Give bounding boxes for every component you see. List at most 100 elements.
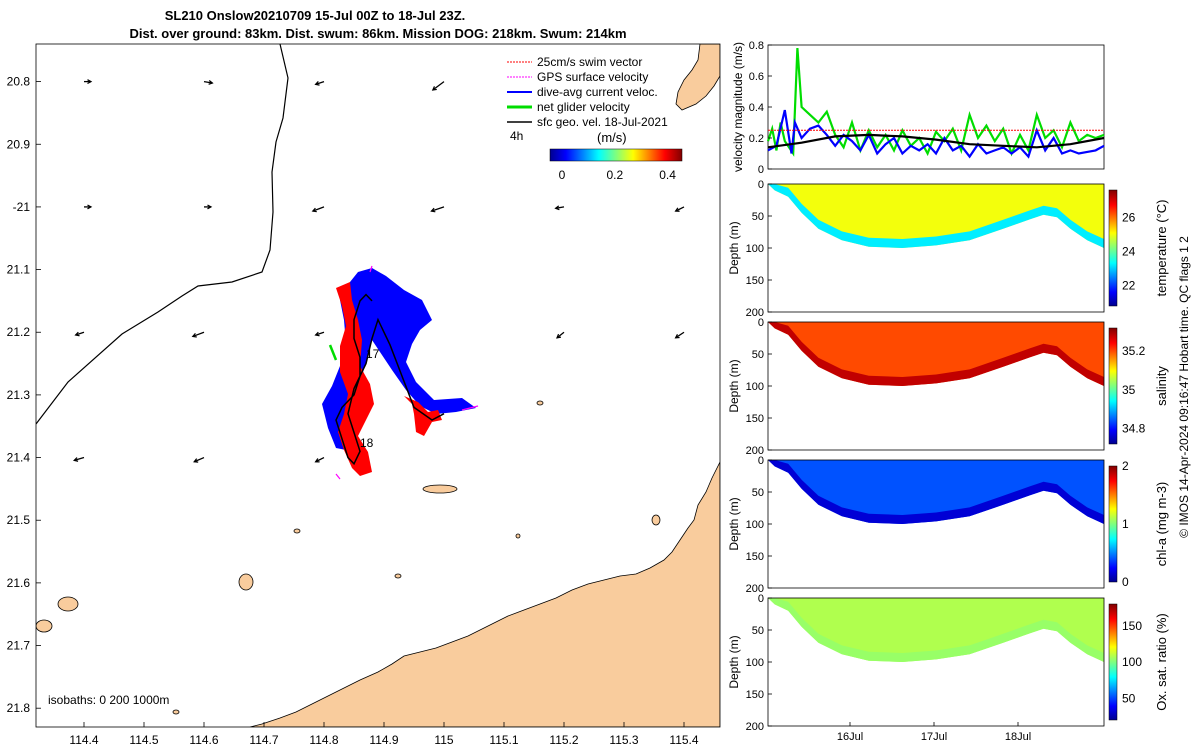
map-legend: 25cm/s swim vector GPS surface velocity … <box>507 55 683 182</box>
velocity-series <box>766 48 1105 159</box>
map-x-tick-label: 115.1 <box>489 733 518 747</box>
section-panel-salinity: 0 50 100 150 200 Depth (m) 34.8 35 35.2 salinity <box>727 317 1169 457</box>
sfc-geo-arrowhead <box>314 331 320 337</box>
map-y-tick-label: 21.8 <box>7 701 31 715</box>
sfc-geo-arrowhead <box>87 204 93 210</box>
section-y-tick-label: 50 <box>752 625 764 637</box>
land-mainland <box>249 461 720 727</box>
sfc-geo-arrow <box>312 206 325 212</box>
map-frame <box>35 43 721 728</box>
velocity-series-line-0 <box>766 48 1105 157</box>
section-colorbar-tick-label: 1 <box>1122 517 1129 531</box>
footer-credit: © IMOS 14-Apr-2024 09:16:47 Hobart time.… <box>1177 236 1191 538</box>
legend-timestep-label: 4h <box>510 129 523 143</box>
section-colorbar-tick-label: 2 <box>1122 459 1129 473</box>
sfc-geo-arrowhead <box>430 207 436 213</box>
section-y-tick-label: 100 <box>746 243 764 255</box>
section-colorbar-tick-label: 0 <box>1122 575 1129 589</box>
section-ylabel-temperature: Depth (m) <box>727 221 741 274</box>
glider-track-layer: 17 18 <box>322 265 479 480</box>
day-label-18: 18 <box>360 436 374 450</box>
legend-swim-label: 25cm/s swim vector <box>537 55 642 69</box>
sfc-geo-arrow <box>556 331 565 339</box>
section-y-tick-label: 100 <box>746 657 764 669</box>
section-colorbar-tick-label: 100 <box>1122 655 1142 669</box>
section-deep-band-chl-a <box>768 460 1104 524</box>
isobath-line <box>36 44 289 425</box>
sfc-geo-arrowhead <box>208 80 214 85</box>
colorbar-units-label: (m/s) <box>597 130 627 145</box>
map-y-tick-label: 21.6 <box>7 576 31 590</box>
velocity-ylabel: velocity magnitude (m/s) <box>731 42 745 172</box>
section-y-tick-label: 200 <box>746 445 764 457</box>
sfc-geo-arrow <box>555 206 565 209</box>
map-x-tick-label: 114.9 <box>369 733 398 747</box>
legend-dive-avg-label: dive-avg current veloc. <box>537 85 658 99</box>
sfc-geo-arrow <box>74 456 85 461</box>
section-colorbar-tick-label: 26 <box>1122 210 1136 224</box>
section-colorbar-temperature <box>1108 189 1118 307</box>
map-y-tick-label: 21.4 <box>7 451 31 465</box>
sfc-geo-arrow <box>432 81 445 91</box>
island <box>172 709 180 715</box>
map-y-tick-label: 20.8 <box>7 75 31 89</box>
section-y-tick-label: 50 <box>752 487 764 499</box>
velocity-y-tick-label: 0.2 <box>749 133 764 145</box>
map-x-tick-label: 114.6 <box>189 733 218 747</box>
map-x-ticks: 114.4 114.5 114.6 114.7 114.8 114.9 115 115.1 11… <box>69 722 699 747</box>
sfc-geo-arrowhead <box>674 334 680 339</box>
map-y-tick-label: 21.5 <box>7 513 31 527</box>
gps-surface-velocity-arrow <box>461 405 479 411</box>
legend-sfc-geo-label: sfc geo. vel. 18-Jul-2021 <box>537 115 668 129</box>
map-panel: 17 18 114.4 114.5 114.6 114.7 114.8 114.9 115 1… <box>7 43 721 747</box>
island <box>515 533 521 539</box>
section-colorbar-label-temperature: temperature (°C) <box>1154 200 1169 297</box>
map-x-tick-label: 115.2 <box>549 733 578 747</box>
speed-colorbar-tick-label: 0.2 <box>606 168 623 182</box>
map-x-tick-label: 114.4 <box>69 733 98 747</box>
section-y-tick-label: 150 <box>746 689 764 701</box>
land-north-island <box>675 44 720 111</box>
speed-colorbar-tick-label: 0 <box>559 168 566 182</box>
map-y-tick-label: -21 <box>13 200 31 214</box>
velocity-y-ticks: 0 0.2 0.4 0.6 0.8 <box>749 40 772 176</box>
sfc-geo-arrowhead <box>87 79 93 85</box>
section-colorbar-tick-label: 24 <box>1122 244 1136 258</box>
section-deep-band-oxygen <box>768 598 1104 662</box>
section-colorbar-tick-label: 50 <box>1122 691 1136 705</box>
island <box>394 573 402 579</box>
map-x-tick-label: 114.5 <box>129 733 158 747</box>
legend-net-glider-label: net glider velocity <box>537 100 630 114</box>
map-y-tick-label: 21.1 <box>7 263 31 277</box>
section-colorbar-label-chl-a: chl-a (mg m-3) <box>1154 482 1169 567</box>
section-y-tick-label: 150 <box>746 551 764 563</box>
sfc-geo-arrow <box>315 331 325 336</box>
sfc-geo-arrow <box>675 206 685 212</box>
speed-colorbar-ticks: 0 0.2 0.4 <box>559 168 677 182</box>
map-y-tick-label: 20.9 <box>7 137 31 151</box>
sfc-geo-arrow <box>315 80 325 86</box>
map-x-tick-label: 114.8 <box>309 733 338 747</box>
map-x-tick-label: 115.3 <box>609 733 638 747</box>
section-y-tick-label: 0 <box>758 179 764 191</box>
map-x-tick-label: 115 <box>434 733 453 747</box>
section-colorbar-label-salinity: salinity <box>1154 366 1169 406</box>
figure-title-line2: Dist. over ground: 83km. Dist. swum: 86k… <box>129 26 626 41</box>
sfc-geo-arrowhead <box>74 331 80 337</box>
sfc-geo-arrow <box>203 80 213 84</box>
sfc-geo-arrow <box>675 331 685 339</box>
island <box>36 619 53 633</box>
section-ylabel-chl-a: Depth (m) <box>727 497 741 550</box>
velocity-y-tick-label: 0.8 <box>749 40 764 52</box>
section-y-tick-label: 150 <box>746 413 764 425</box>
isobaths-label: isobaths: 0 200 1000m <box>48 693 169 707</box>
section-deep-band-salinity <box>768 322 1104 386</box>
sfc-geo-arrowhead <box>311 207 317 213</box>
sfc-geo-arrow <box>75 331 85 336</box>
sfc-geo-arrowhead <box>556 333 562 339</box>
island <box>651 514 661 526</box>
section-fill-salinity <box>768 322 1104 386</box>
section-y-tick-label: 50 <box>752 349 764 361</box>
velocity-axes <box>767 44 1105 170</box>
